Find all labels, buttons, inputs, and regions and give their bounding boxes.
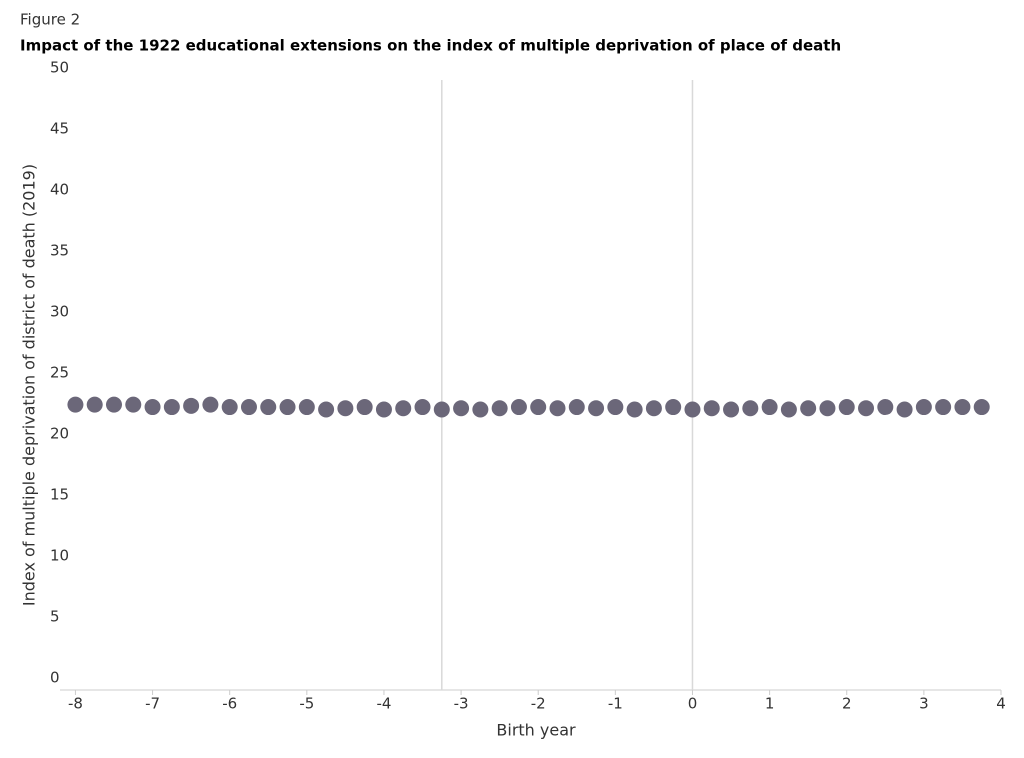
point [202, 396, 219, 413]
y-tick-label: 10 [50, 546, 69, 564]
point [858, 400, 875, 417]
x-tick-label: -8 [68, 695, 83, 713]
point [279, 399, 296, 416]
point [144, 399, 161, 416]
point [375, 401, 392, 418]
point [607, 399, 624, 416]
y-tick-label: 35 [50, 241, 69, 259]
point [684, 401, 701, 418]
point [221, 399, 238, 416]
point [414, 399, 431, 416]
figure-label: Figure 2 [20, 11, 80, 29]
x-tick-label: -7 [145, 695, 160, 713]
point [298, 399, 315, 416]
point [125, 396, 142, 413]
x-tick-label: -5 [299, 695, 314, 713]
point [395, 400, 412, 417]
point [163, 399, 180, 416]
point [105, 396, 122, 413]
y-tick-label: 45 [50, 119, 69, 137]
y-tick-label: 30 [50, 302, 69, 320]
point [915, 399, 932, 416]
point [453, 400, 470, 417]
point [491, 400, 508, 417]
point [665, 399, 682, 416]
point [800, 400, 817, 417]
x-tick-label: 4 [996, 695, 1006, 713]
point [318, 401, 335, 418]
y-tick-label: 20 [50, 424, 69, 442]
x-axis-title: Birth year [496, 721, 576, 740]
x-tick-label: -3 [454, 695, 469, 713]
point [510, 399, 527, 416]
point [530, 399, 547, 416]
point [761, 399, 778, 416]
point [780, 401, 797, 418]
point [626, 401, 643, 418]
y-axis-title: Index of multiple deprivation of distric… [20, 164, 39, 606]
point [86, 396, 103, 413]
x-tick-label: -4 [376, 695, 391, 713]
point [568, 399, 585, 416]
point [935, 399, 952, 416]
x-tick-label: 2 [842, 695, 852, 713]
point [337, 400, 354, 417]
point [645, 400, 662, 417]
x-tick-label: 0 [688, 695, 698, 713]
point [896, 401, 913, 418]
y-tick-label: 5 [50, 607, 60, 625]
point [260, 399, 277, 416]
y-tick-label: 40 [50, 180, 69, 198]
point [588, 400, 605, 417]
y-tick-label: 0 [50, 668, 60, 686]
chart-title: Impact of the 1922 educational extension… [20, 37, 841, 55]
point [742, 400, 759, 417]
point [183, 397, 200, 414]
point [356, 399, 373, 416]
y-tick-label: 15 [50, 485, 69, 503]
x-tick-label: 1 [765, 695, 775, 713]
y-tick-label: 25 [50, 363, 69, 381]
point [549, 400, 566, 417]
point [973, 399, 990, 416]
point [723, 401, 740, 418]
x-tick-label: -1 [608, 695, 623, 713]
point [67, 396, 84, 413]
point [838, 399, 855, 416]
point [954, 399, 971, 416]
point [703, 400, 720, 417]
x-tick-label: -2 [531, 695, 546, 713]
point [433, 401, 450, 418]
x-tick-label: -6 [222, 695, 237, 713]
point [819, 400, 836, 417]
x-tick-label: 3 [919, 695, 929, 713]
point [877, 399, 894, 416]
point [240, 399, 257, 416]
point [472, 401, 489, 418]
y-tick-label: 50 [50, 59, 69, 77]
